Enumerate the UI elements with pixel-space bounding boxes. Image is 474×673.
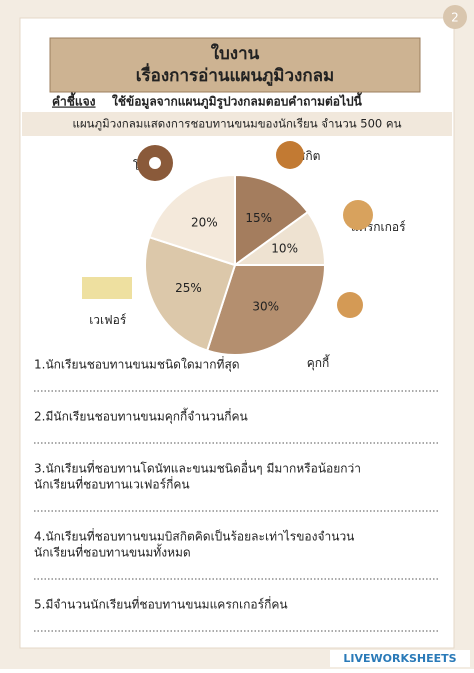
page-number: 2: [451, 11, 459, 25]
question-text: 1.นักเรียนชอบทานขนมชนิดใดมากที่สุด: [34, 356, 240, 373]
question-text: 2.มีนักเรียนชอบทานขนมคุกกี้จำนวนกี่คน: [34, 408, 248, 425]
pie-slice: [205, 264, 327, 356]
chart-title: แผนภูมิวงกลมแสดงการชอบทานขนมของนักเรียน …: [73, 117, 402, 131]
pie-slice: [234, 173, 310, 267]
donut-hole: [149, 157, 161, 169]
pie-slice: [148, 173, 236, 267]
chart-title-band: [22, 112, 452, 136]
slice-category-label: เวเฟอร์: [89, 313, 127, 327]
pie-chart: 15%บิสกิต10%แครกเกอร์30%คุกกี้25%เวเฟอร์…: [89, 149, 406, 371]
header-title: ใบงาน: [211, 43, 260, 64]
pie-slice: [144, 235, 237, 352]
slice-value-label: 15%: [245, 211, 272, 225]
instruction-text: ใช้ข้อมูลจากแผนภูมิรูปวงกลมตอบคำถามต่อไป…: [112, 92, 363, 110]
slice-value-label: 30%: [252, 300, 279, 314]
cookie-icon: [337, 292, 363, 318]
question-text: 5.มีจำนวนนักเรียนที่ชอบทานขนมแครกเกอร์กี…: [34, 596, 288, 612]
header-subtitle: เรื่องการอ่านแผนภูมิวงกลม: [136, 63, 335, 87]
footer-box: [330, 650, 470, 667]
slice-category-label: คุกกี้: [307, 354, 331, 371]
header-box: [49, 37, 421, 93]
question-text: นักเรียนที่ชอบทานขนมทั้งหมด: [34, 544, 191, 560]
question-text: 3.นักเรียนที่ชอบทานโดนัทและขนมชนิดอื่นๆ …: [34, 460, 361, 476]
slice-value-label: 10%: [271, 241, 298, 255]
slice-value-label: 25%: [175, 281, 202, 295]
page-badge: [443, 5, 467, 29]
footer-logo: LIVEWORKSHEETS: [343, 652, 456, 665]
questions: 1.นักเรียนชอบทานขนมชนิดใดมากที่สุด 2.มีนั…: [34, 356, 440, 632]
slice-value-label: 20%: [191, 215, 218, 229]
cracker-icon: [343, 200, 373, 230]
wafer-icon: [82, 277, 132, 299]
question-text: 4.นักเรียนที่ชอบทานขนมบิสกิตคิดเป็นร้อยล…: [34, 528, 354, 544]
question-text: นักเรียนที่ชอบทานเวเฟอร์กี่คน: [34, 476, 190, 492]
biscuit-icon: [276, 141, 304, 169]
instruction-label: คำชี้แจง: [52, 92, 96, 109]
